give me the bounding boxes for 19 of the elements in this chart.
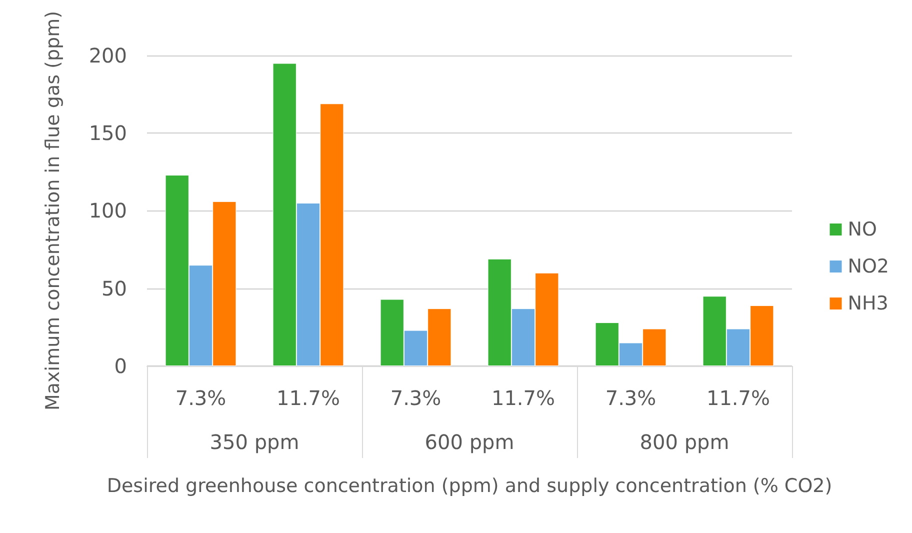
x-axis-title: Desired greenhouse concentration (ppm) and supply concentration (% CO2) — [106, 475, 832, 497]
legend-label: NO — [848, 218, 877, 240]
x-tick-label: 11.7% — [706, 386, 770, 410]
x-tick-label: 7.3% — [605, 386, 656, 410]
y-tick-label: 150 — [88, 121, 127, 146]
text: 350 ppm — [210, 430, 300, 454]
y-tick-label: 100 — [88, 198, 127, 223]
y-tick-label: 50 — [102, 276, 127, 300]
legend-label: NO2 — [848, 256, 890, 278]
text: 800 ppm — [640, 430, 730, 454]
text: 600 ppm — [424, 430, 514, 454]
y-axis-title: Maximum concentration in flue gas (ppm) — [42, 11, 64, 410]
y-tick-label: 200 — [88, 43, 127, 68]
x-tick-label: 7.3% — [390, 386, 442, 410]
legend-label: NH3 — [848, 292, 888, 314]
x-tick-label: 11.7% — [276, 386, 340, 410]
y-tick-label: 0 — [114, 354, 127, 378]
x-tick-label: 11.7% — [491, 386, 556, 410]
x-tick-label: 7.3% — [175, 386, 226, 410]
